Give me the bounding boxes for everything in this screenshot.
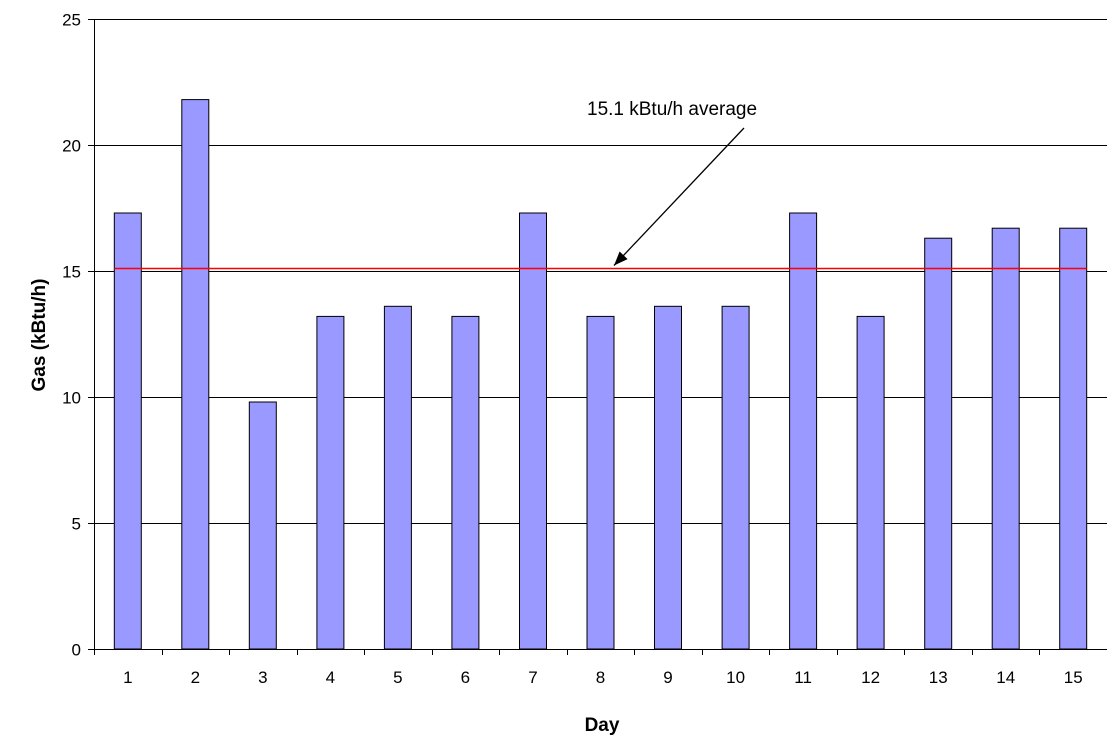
bar-day-8: [586, 315, 615, 650]
y-tick-label: 15: [62, 263, 81, 282]
y-axis-title: Gas (kBtu/h): [29, 279, 50, 392]
x-axis-title: Day: [585, 715, 620, 736]
bars: [113, 99, 1088, 650]
bar-day-15: [1059, 227, 1088, 650]
average-annotation-label: 15.1 kBtu/h average: [587, 99, 757, 120]
y-tick-label: 10: [62, 389, 81, 408]
bar-day-11: [789, 212, 818, 650]
x-tick-label: 3: [258, 668, 267, 687]
x-tick-label: 1: [123, 668, 132, 687]
bar-day-2: [181, 99, 210, 650]
bar-day-12: [856, 315, 885, 650]
annotation-arrow-line: [613, 127, 745, 266]
bar-day-14: [991, 227, 1020, 650]
bar-day-7: [519, 212, 547, 650]
x-tick-label: 11: [794, 668, 812, 687]
bar-day-10: [721, 305, 750, 650]
bar-day-1: [113, 212, 142, 650]
x-tick-label: 15: [1064, 668, 1083, 687]
bar-day-6: [451, 315, 480, 650]
bar-day-3: [248, 401, 277, 650]
y-tick-label: 20: [62, 137, 81, 156]
x-tick-label: 7: [528, 668, 537, 687]
y-tick-label: 0: [72, 641, 81, 660]
y-tick-label: 5: [72, 515, 81, 534]
average-line-group: [114, 127, 1087, 270]
bar-day-13: [924, 237, 953, 650]
x-tick-label: 6: [461, 668, 470, 687]
x-tick-label: 13: [929, 668, 948, 687]
y-tick-label: 25: [62, 11, 81, 30]
x-tick-label: 12: [861, 668, 880, 687]
x-tick-label: 4: [326, 668, 335, 687]
x-tick-label: 2: [191, 668, 200, 687]
x-tick-label: 9: [663, 668, 672, 687]
x-tick-label: 5: [393, 668, 402, 687]
annotation-arrow-head: [614, 251, 628, 266]
bar-day-4: [316, 315, 345, 650]
bar-day-5: [383, 305, 412, 650]
x-tick-label: 8: [596, 668, 605, 687]
x-tick-label: 14: [996, 668, 1015, 687]
x-tick-label: 10: [726, 668, 745, 687]
bar-day-9: [654, 305, 682, 650]
